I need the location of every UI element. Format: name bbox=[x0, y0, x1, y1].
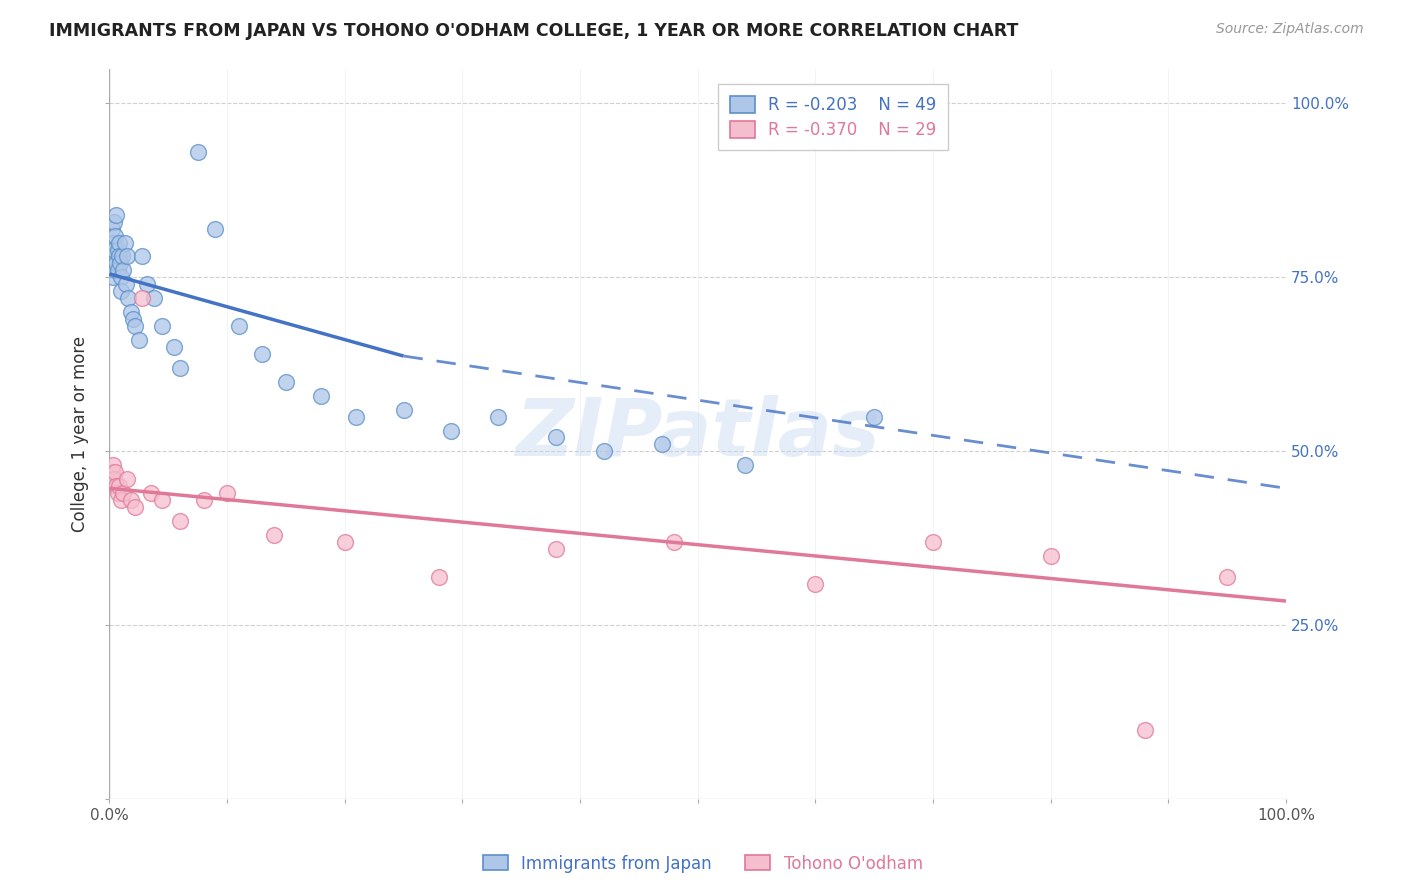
Point bbox=[439, 424, 461, 438]
Point bbox=[1039, 549, 1062, 563]
Point bbox=[486, 409, 509, 424]
Point bbox=[103, 472, 125, 486]
Point bbox=[101, 458, 124, 473]
Point bbox=[110, 493, 132, 508]
Point bbox=[309, 389, 332, 403]
Point bbox=[107, 479, 129, 493]
Point bbox=[107, 263, 129, 277]
Point bbox=[114, 235, 136, 250]
Point bbox=[100, 250, 122, 264]
Point bbox=[139, 486, 162, 500]
Point bbox=[110, 270, 132, 285]
Point bbox=[922, 534, 945, 549]
Point bbox=[120, 305, 142, 319]
Point bbox=[143, 291, 166, 305]
Point bbox=[263, 528, 285, 542]
Point bbox=[124, 319, 146, 334]
Point bbox=[427, 570, 450, 584]
Point bbox=[101, 270, 124, 285]
Point bbox=[193, 493, 215, 508]
Point bbox=[104, 263, 127, 277]
Point bbox=[100, 465, 122, 479]
Point bbox=[136, 277, 159, 292]
Point bbox=[104, 465, 127, 479]
Point bbox=[150, 493, 173, 508]
Point bbox=[107, 486, 129, 500]
Point bbox=[662, 534, 685, 549]
Text: ZIPatlas: ZIPatlas bbox=[515, 395, 880, 473]
Point bbox=[228, 319, 250, 334]
Legend: Immigrants from Japan, Tohono O'odham: Immigrants from Japan, Tohono O'odham bbox=[477, 848, 929, 880]
Point bbox=[863, 409, 886, 424]
Point bbox=[112, 263, 135, 277]
Point bbox=[124, 500, 146, 514]
Point bbox=[252, 347, 274, 361]
Point bbox=[115, 250, 138, 264]
Point bbox=[1133, 723, 1156, 737]
Point bbox=[100, 256, 122, 270]
Point bbox=[187, 145, 209, 159]
Text: Source: ZipAtlas.com: Source: ZipAtlas.com bbox=[1216, 22, 1364, 37]
Point bbox=[100, 472, 122, 486]
Point bbox=[651, 437, 673, 451]
Text: IMMIGRANTS FROM JAPAN VS TOHONO O'ODHAM COLLEGE, 1 YEAR OR MORE CORRELATION CHAR: IMMIGRANTS FROM JAPAN VS TOHONO O'ODHAM … bbox=[49, 22, 1018, 40]
Point bbox=[274, 375, 297, 389]
Point bbox=[1216, 570, 1239, 584]
Point bbox=[111, 250, 134, 264]
Point bbox=[131, 291, 153, 305]
Point bbox=[100, 221, 122, 235]
Point bbox=[215, 486, 238, 500]
Point bbox=[734, 458, 756, 473]
Point bbox=[392, 402, 415, 417]
Point bbox=[112, 486, 135, 500]
Point bbox=[150, 319, 173, 334]
Point bbox=[128, 333, 150, 347]
Legend: R = -0.203    N = 49, R = -0.370    N = 29: R = -0.203 N = 49, R = -0.370 N = 29 bbox=[718, 84, 948, 151]
Point bbox=[592, 444, 614, 458]
Point bbox=[107, 250, 129, 264]
Point bbox=[103, 243, 125, 257]
Point bbox=[101, 235, 124, 250]
Point bbox=[546, 541, 568, 556]
Point bbox=[333, 534, 356, 549]
Point bbox=[804, 576, 827, 591]
Point bbox=[115, 277, 138, 292]
Point bbox=[117, 291, 139, 305]
Point bbox=[204, 221, 226, 235]
Point bbox=[105, 208, 128, 222]
Point bbox=[546, 430, 568, 444]
Point bbox=[107, 243, 129, 257]
Point bbox=[169, 514, 191, 528]
Point bbox=[131, 250, 153, 264]
Y-axis label: College, 1 year or more: College, 1 year or more bbox=[72, 336, 89, 532]
Point bbox=[169, 360, 191, 375]
Point bbox=[120, 493, 142, 508]
Point bbox=[105, 256, 128, 270]
Point bbox=[105, 479, 128, 493]
Point bbox=[122, 312, 145, 326]
Point bbox=[104, 228, 127, 243]
Point bbox=[108, 256, 131, 270]
Point bbox=[115, 472, 138, 486]
Point bbox=[346, 409, 368, 424]
Point bbox=[163, 340, 186, 354]
Point bbox=[110, 285, 132, 299]
Point bbox=[107, 235, 129, 250]
Point bbox=[103, 215, 125, 229]
